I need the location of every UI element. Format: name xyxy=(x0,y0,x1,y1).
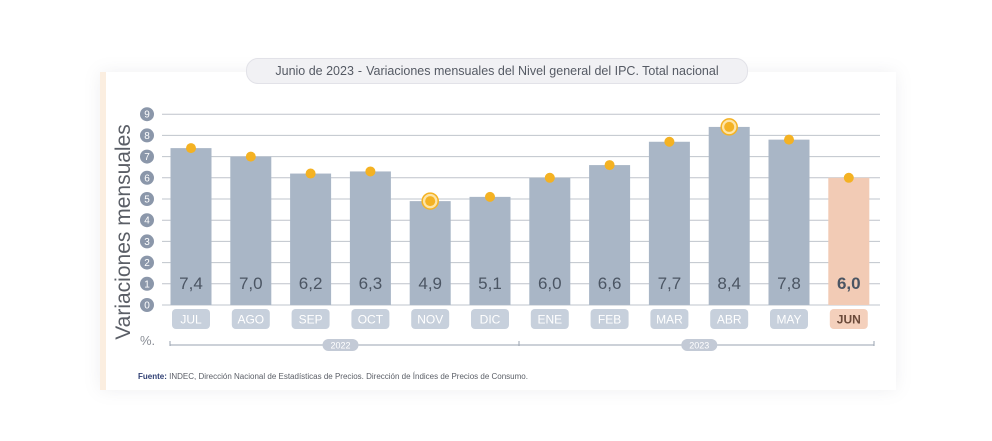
month-label-ene: ENE xyxy=(537,313,562,327)
source-label: Fuente: xyxy=(138,372,167,381)
value-label-dic: 5,1 xyxy=(478,274,502,293)
y-tick-circle-9 xyxy=(140,107,154,122)
dot-ene xyxy=(544,172,555,183)
y-tick-circle-3 xyxy=(140,234,154,249)
source-text: INDEC, Dirección Nacional de Estadística… xyxy=(169,372,528,381)
value-label-nov: 4,9 xyxy=(418,274,442,293)
dot-abr xyxy=(724,121,735,132)
chart-title-date: Junio de 2023 xyxy=(275,64,354,78)
y-tick-circle-8 xyxy=(140,128,154,143)
bar-ago xyxy=(230,156,272,305)
y-tick-label-3: 3 xyxy=(144,237,150,248)
bar-mar xyxy=(648,141,690,305)
month-pill-ene xyxy=(530,309,569,329)
chart-title-text: Variaciones mensuales del Nivel general … xyxy=(366,64,719,78)
bar-feb xyxy=(589,165,631,305)
year-label-2023: 2023 xyxy=(689,341,709,351)
y-tick-label-7: 7 xyxy=(144,152,150,163)
month-pill-may xyxy=(770,309,808,329)
month-label-may: MAY xyxy=(776,313,801,327)
month-label-abr: ABR xyxy=(717,313,742,327)
value-label-jul: 7,4 xyxy=(179,274,203,293)
y-tick-label-9: 9 xyxy=(144,110,150,121)
month-pill-sep xyxy=(291,309,330,329)
month-pill-nov xyxy=(411,309,450,329)
value-label-feb: 6,6 xyxy=(598,274,622,293)
value-label-jun: 6,0 xyxy=(837,274,861,293)
month-label-mar: MAR xyxy=(656,313,683,327)
dot-may xyxy=(784,134,794,145)
y-tick-circle-7 xyxy=(140,149,154,164)
value-label-ene: 6,0 xyxy=(538,274,562,293)
month-pill-abr xyxy=(710,309,749,329)
y-tick-circle-2 xyxy=(140,255,154,270)
month-pill-jun xyxy=(829,309,868,329)
bar-sep xyxy=(290,173,332,305)
month-pill-dic xyxy=(471,309,509,329)
y-tick-circle-1 xyxy=(140,276,154,291)
y-tick-label-4: 4 xyxy=(144,216,150,227)
y-tick-label-8: 8 xyxy=(144,131,150,142)
y-tick-circle-6 xyxy=(140,170,154,185)
year-label-2022: 2022 xyxy=(330,341,350,351)
bar-may xyxy=(768,139,810,305)
value-label-sep: 6,2 xyxy=(299,274,323,293)
y-tick-circle-0 xyxy=(140,298,154,312)
y-tick-label-6: 6 xyxy=(144,173,150,184)
bar-oct xyxy=(349,171,391,305)
value-label-oct: 6,3 xyxy=(359,274,383,293)
y-tick-label-2: 2 xyxy=(144,258,150,269)
dot-sep xyxy=(305,168,316,179)
y-tick-label-1: 1 xyxy=(144,279,150,290)
month-label-dic: DIC xyxy=(480,313,501,327)
month-label-sep: SEP xyxy=(299,313,323,327)
dot-oct xyxy=(365,166,376,177)
y-tick-label-5: 5 xyxy=(144,195,150,206)
y-tick-label-0: 0 xyxy=(144,301,150,312)
dot-jul xyxy=(186,143,196,154)
value-label-mar: 7,7 xyxy=(658,274,682,293)
bar-jun xyxy=(828,177,870,305)
month-pill-jul xyxy=(172,309,210,329)
month-label-jul: JUL xyxy=(180,313,202,327)
month-label-ago: AGO xyxy=(237,313,264,327)
dot-ago xyxy=(245,151,256,162)
chart-title-separator: - xyxy=(357,64,363,78)
dot-mar xyxy=(664,136,675,147)
dot-dic xyxy=(485,191,495,202)
month-label-nov: NOV xyxy=(417,313,443,327)
bar-nov xyxy=(409,201,451,305)
dot-jun xyxy=(843,172,854,183)
month-pill-oct xyxy=(351,309,390,329)
bar-jul xyxy=(170,148,212,305)
dot-feb xyxy=(604,160,615,171)
value-label-abr: 8,4 xyxy=(717,274,741,293)
y-tick-circle-5 xyxy=(140,192,154,206)
year-pill-2023 xyxy=(681,339,718,351)
month-pill-mar xyxy=(650,309,689,329)
year-pill-2022 xyxy=(322,339,359,351)
month-pill-feb xyxy=(590,309,629,329)
value-label-ago: 7,0 xyxy=(239,274,263,293)
bar-dic xyxy=(469,196,511,305)
dot-nov xyxy=(425,196,436,207)
bar-abr xyxy=(708,126,750,305)
source-note: Fuente: INDEC, Dirección Nacional de Est… xyxy=(138,372,528,381)
month-label-jun: JUN xyxy=(837,313,861,327)
month-label-feb: FEB xyxy=(598,313,621,327)
bar-ene xyxy=(529,177,571,305)
y-tick-circle-4 xyxy=(140,213,154,228)
value-label-may: 7,8 xyxy=(777,274,801,293)
unit-label: %. xyxy=(140,333,156,348)
month-pill-ago xyxy=(231,309,270,329)
month-label-oct: OCT xyxy=(358,313,384,327)
chart-title: Junio de 2023 - Variaciones mensuales de… xyxy=(246,58,748,84)
